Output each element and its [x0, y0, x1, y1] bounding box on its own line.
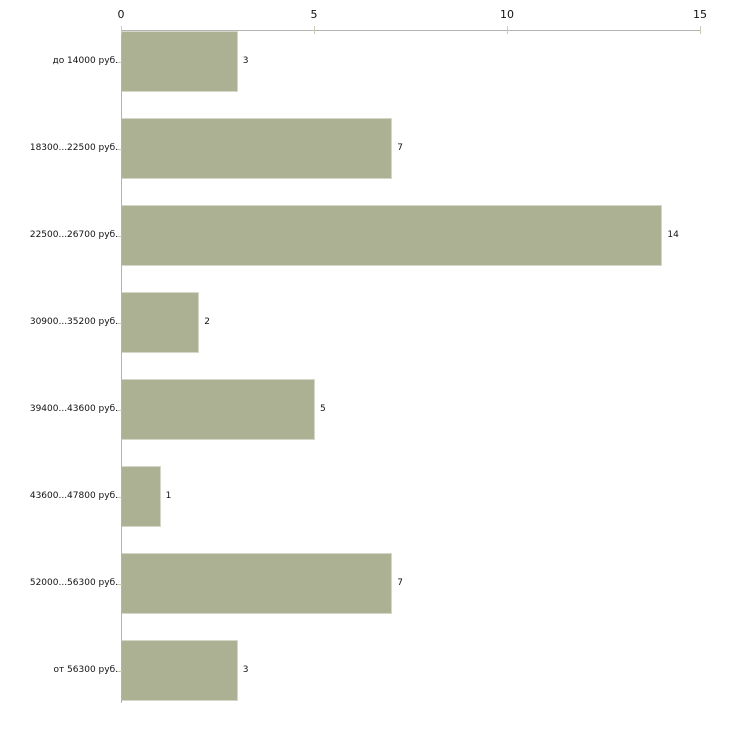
category-label: 30900...35200 руб.: [29, 316, 118, 327]
category-label: от 56300 руб.: [53, 664, 118, 675]
x-axis-tick-label: 5: [310, 8, 318, 21]
bar-value-label: 14: [667, 229, 679, 240]
bar[interactable]: [122, 31, 238, 92]
y-axis-tick: [117, 584, 122, 585]
y-axis-line: [121, 30, 122, 703]
x-axis-tick: [700, 26, 701, 34]
bar-value-label: 1: [165, 490, 172, 501]
y-axis-tick: [117, 62, 122, 63]
category-label: 18300...22500 руб.: [29, 142, 118, 153]
x-axis-tick-label: 0: [117, 8, 125, 21]
x-axis-tick: [121, 26, 122, 34]
bar-value-label: 3: [242, 55, 249, 66]
x-axis-tick-label: 15: [693, 8, 707, 21]
bar[interactable]: [122, 379, 315, 440]
bar[interactable]: [122, 118, 393, 179]
x-axis-tick-label: 10: [500, 8, 514, 21]
y-axis-tick: [117, 236, 122, 237]
category-label: 39400...43600 руб.: [29, 403, 118, 414]
bar-value-label: 7: [397, 577, 403, 588]
y-axis-tick: [117, 323, 122, 324]
x-axis-tick: [314, 26, 315, 34]
category-label: 22500...26700 руб.: [29, 229, 118, 240]
bar[interactable]: [122, 553, 393, 614]
x-axis-line: [121, 30, 700, 31]
bar[interactable]: [122, 466, 161, 527]
category-label: 52000...56300 руб.: [29, 577, 118, 588]
bar[interactable]: [122, 640, 238, 701]
y-axis-tick: [117, 671, 122, 672]
category-label: 43600...47800 руб.: [29, 490, 118, 501]
bar-value-label: 5: [320, 403, 326, 414]
bar-value-label: 2: [204, 316, 210, 327]
x-axis-tick: [507, 26, 508, 34]
y-axis-tick: [117, 497, 122, 498]
bar[interactable]: [122, 205, 663, 266]
bar-value-label: 3: [242, 664, 249, 675]
y-axis-tick: [117, 149, 122, 150]
category-label: до 14000 руб.: [52, 55, 118, 66]
bar[interactable]: [122, 292, 200, 353]
y-axis-tick: [117, 410, 122, 411]
bar-value-label: 7: [397, 142, 403, 153]
